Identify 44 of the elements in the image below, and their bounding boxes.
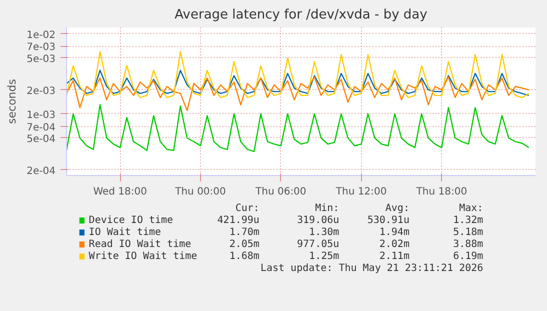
text: Cur: (235, 203, 260, 214)
legend-label: Write IO Wait time (88, 251, 198, 262)
text: Min: (315, 203, 340, 214)
y-tick-label: 1e-02 (26, 30, 56, 41)
y-tick-label: 7e-04 (26, 122, 56, 134)
text: Last update: Thu May 21 23:11:21 2026 (260, 263, 484, 274)
text: 977.05u (297, 239, 340, 250)
text: 530.91u (367, 215, 410, 226)
legend-label: Read IO Wait time (88, 239, 192, 250)
text: 1.25m (309, 251, 340, 262)
line-series (66, 76, 530, 112)
y-tick-label: 1e-03 (26, 110, 56, 121)
x-tick-label: Thu 06:00 (254, 186, 306, 198)
y-tick-label: 2e-03 (26, 86, 56, 97)
line-series (66, 70, 530, 96)
text: 1.68m (229, 251, 260, 262)
text: 2.11m (379, 251, 410, 262)
y-tick-label: 7e-03 (26, 42, 56, 54)
x-tick-label: Wed 18:00 (93, 186, 148, 198)
y-tick-label: 2e-04 (26, 166, 56, 177)
legend-label: IO Wait time (88, 227, 162, 238)
y-tick-label: 5e-04 (26, 134, 56, 145)
text: 1.30m (309, 227, 340, 238)
text: 6.19m (453, 251, 484, 262)
text: Max: (459, 203, 484, 214)
text: 2.05m (229, 239, 260, 250)
x-tick-label: Thu 12:00 (334, 186, 387, 198)
y-axis-title: seconds (6, 78, 19, 124)
line-series (66, 51, 530, 98)
line-series (66, 104, 530, 152)
text: 2.02m (379, 239, 410, 250)
text: 1.70m (229, 227, 260, 238)
legend-label: Device IO time (88, 215, 174, 226)
x-tick-label: Thu 18:00 (415, 186, 468, 198)
text: Avg: (385, 203, 410, 214)
y-tick-label: 5e-03 (26, 54, 56, 65)
x-tick-label: Thu 00:00 (174, 186, 226, 198)
text: 3.88m (453, 239, 484, 250)
text: 319.06u (297, 215, 340, 226)
chart-title: Average latency for /dev/xvda - by day (174, 8, 428, 22)
text: 5.18m (453, 227, 484, 238)
text: 421.99u (217, 215, 260, 226)
text: 1.94m (379, 227, 410, 238)
text: 1.32m (453, 215, 484, 226)
